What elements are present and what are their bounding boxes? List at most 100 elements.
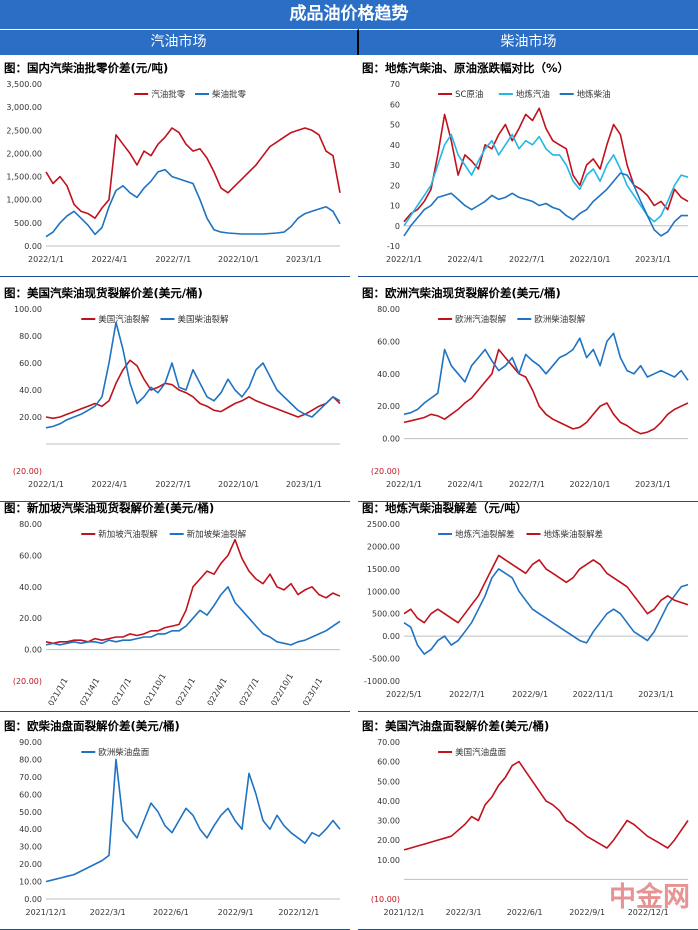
x-tick-label: 2022/10/1	[570, 480, 611, 489]
chart-svg: (20.00) 20.00 40.00 60.00 80.00 100.00 2022/1/…	[13, 305, 341, 489]
x-tick-label: 2022/9/1	[569, 908, 605, 917]
chart-panel-c1: 图：国内汽柴油批零价差(元/吨) 0.00 500.00 1,000.00 1,500.…	[0, 60, 350, 277]
series-line-1	[403, 760, 689, 851]
y-tick-label: 1000.00	[367, 587, 400, 596]
y-tick-label: 100.00	[14, 305, 42, 314]
watermark-logo: 中金网	[609, 882, 690, 913]
x-tick-label: 2022/4/1	[447, 255, 483, 264]
x-tick-label: 2023/1/1	[635, 480, 671, 489]
x-tick-label: 2022/10/1	[570, 255, 611, 264]
y-tick-label: 2000.00	[367, 542, 400, 551]
x-tick-label: 2022/4/1	[92, 480, 128, 489]
legend-label: 欧洲汽油裂解	[455, 314, 507, 325]
y-tick-label: 60.00	[19, 359, 42, 368]
y-tick-label: 70.00	[19, 773, 42, 782]
x-tick-label: 2022/7/1	[449, 690, 485, 699]
y-tick-label: 60.00	[377, 337, 400, 346]
y-tick-label: 2,500.00	[6, 126, 42, 135]
y-tick-label: 20.00	[377, 402, 400, 411]
legend-label: SC原油	[455, 89, 483, 100]
y-tick-label: (20.00)	[13, 677, 42, 686]
chart-separator	[0, 501, 350, 502]
series-line-1	[45, 359, 341, 420]
x-tick-label: 2022/3/1	[90, 908, 126, 917]
x-tick-label: 2022/4/1	[447, 480, 483, 489]
legend-label: 新加坡汽油裂解	[98, 529, 158, 540]
legend-label: 地炼柴油	[577, 89, 611, 100]
chart-title: 图：美国汽柴油现货裂解价差(美元/桶)	[4, 286, 203, 300]
series-line-2	[403, 133, 689, 227]
y-tick-label: 20.00	[19, 413, 42, 422]
chart-panel-c4: 图：欧洲汽柴油现货裂解价差(美元/桶) (20.00) 0.00 20.00 40.00…	[358, 285, 698, 502]
y-tick-label: 1500.00	[367, 565, 400, 574]
chart-title: 图：美国汽油盘面裂解价差(美元/桶)	[362, 719, 550, 733]
x-tick-label: 2021/7/1	[107, 676, 133, 705]
x-tick-label: 2022/11/1	[573, 690, 614, 699]
x-tick-label: 2023/1/1	[638, 690, 674, 699]
y-tick-label: 0	[395, 222, 400, 231]
series-line-1	[403, 107, 689, 223]
y-tick-label: 60.00	[19, 790, 42, 799]
x-tick-label: 2023/1/1	[299, 676, 325, 705]
y-tick-label: 60.00	[377, 758, 400, 767]
chart-panel-c3: 图：美国汽柴油现货裂解价差(美元/桶) (20.00) 20.00 40.00 60.0…	[0, 285, 350, 502]
y-tick-label: 1,000.00	[6, 196, 42, 205]
y-tick-label: 20.00	[377, 836, 400, 845]
series-line-1	[45, 758, 341, 883]
x-tick-label: 2022/4/1	[92, 255, 128, 264]
chart-panel-c7: 图：欧柴油盘面裂解价差(美元/桶) 0.00 10.00 20.00 30.00 40.0…	[0, 718, 350, 930]
chart-title: 图：欧洲汽柴油现货裂解价差(美元/桶)	[362, 286, 561, 300]
y-tick-label: 20	[390, 181, 400, 190]
y-tick-label: 50.00	[377, 777, 400, 786]
series-line-2	[45, 586, 341, 646]
x-tick-label: 2022/10/1	[267, 672, 295, 705]
x-tick-label: 2022/7/1	[155, 480, 191, 489]
x-tick-label: 2022/7/1	[509, 255, 545, 264]
y-tick-label: 40.00	[19, 825, 42, 834]
y-tick-label: 40.00	[19, 583, 42, 592]
y-tick-label: 0.00	[24, 242, 42, 251]
y-tick-label: 2500.00	[367, 520, 400, 529]
series-line-3	[403, 172, 688, 237]
x-tick-label: 2022/7/1	[509, 480, 545, 489]
x-tick-label: 2022/1/1	[386, 480, 422, 489]
x-tick-label: 2022/1/1	[28, 480, 64, 489]
x-tick-label: 2021/12/1	[25, 908, 66, 917]
chart-separator	[0, 276, 350, 277]
x-tick-label: 2022/1/1	[28, 255, 64, 264]
y-tick-label: 3,500.00	[6, 80, 42, 89]
series-line-1	[45, 127, 341, 219]
legend-label: 欧洲柴油盘面	[98, 747, 150, 758]
y-tick-label: 500.00	[14, 219, 42, 228]
y-tick-label: 40.00	[377, 797, 400, 806]
chart-svg: (20.00) 0.00 20.00 40.00 60.00 80.00 2022/1/1 2…	[371, 305, 689, 489]
y-tick-label: 10.00	[19, 878, 42, 887]
y-tick-label: 30.00	[377, 817, 400, 826]
y-tick-label: 2,000.00	[6, 149, 42, 158]
y-tick-label: 40.00	[19, 386, 42, 395]
legend-label: 美国汽油裂解	[98, 314, 150, 325]
page-header: 成品油价格趋势	[0, 0, 698, 29]
chart-separator	[358, 276, 698, 277]
y-tick-label: 30	[390, 161, 400, 170]
y-tick-label: 0.00	[382, 632, 400, 641]
series-line-1	[403, 348, 689, 435]
chart-svg: (10.00) 10.00 20.00 30.00 40.00 50.00 60.00 70.…	[371, 738, 689, 917]
legend-label: 地炼汽油裂解差	[455, 529, 515, 540]
x-tick-label: 2022/9/1	[512, 690, 548, 699]
legend-label: 欧洲柴油裂解	[534, 314, 586, 325]
series-line-2	[45, 168, 341, 238]
legend-label: 新加坡柴油裂解	[187, 529, 247, 540]
x-tick-label: 2021/12/1	[383, 908, 424, 917]
x-tick-label: 2023/1/1	[635, 255, 671, 264]
legend-label: 美国柴油裂解	[177, 314, 229, 325]
y-tick-label: 3,000.00	[6, 103, 42, 112]
x-tick-label: 2022/6/1	[153, 908, 189, 917]
y-tick-label: 90.00	[19, 738, 42, 747]
x-tick-label: 2022/5/1	[386, 690, 422, 699]
y-tick-label: 70	[390, 80, 400, 89]
x-tick-label: 2022/12/1	[628, 908, 669, 917]
y-tick-label: 70.00	[377, 738, 400, 747]
y-tick-label: 60	[390, 100, 400, 109]
